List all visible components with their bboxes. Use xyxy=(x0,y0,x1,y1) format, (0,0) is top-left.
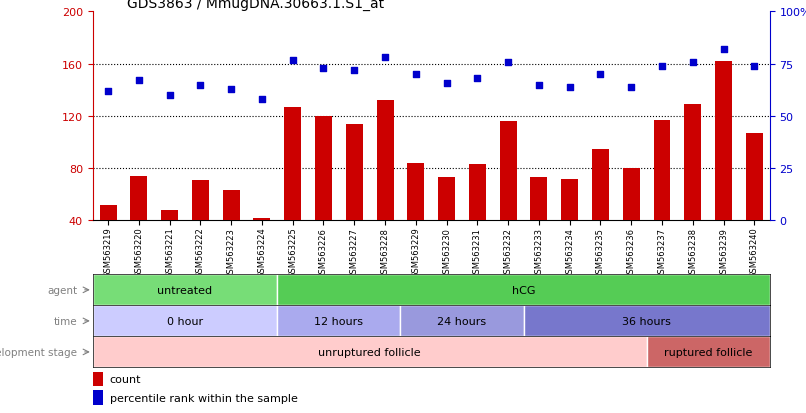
Point xyxy=(717,47,730,53)
Text: GDS3863 / MmugDNA.30663.1.S1_at: GDS3863 / MmugDNA.30663.1.S1_at xyxy=(127,0,384,12)
Bar xyxy=(192,180,209,273)
Bar xyxy=(407,164,424,273)
Bar xyxy=(684,105,701,273)
Point xyxy=(225,86,238,93)
Text: unruptured follicle: unruptured follicle xyxy=(318,347,421,357)
Bar xyxy=(93,275,277,306)
Point xyxy=(286,57,299,64)
Text: count: count xyxy=(110,374,141,384)
Bar xyxy=(285,107,301,273)
Point xyxy=(194,82,207,89)
Text: agent: agent xyxy=(48,285,77,295)
Point xyxy=(256,97,268,103)
Bar xyxy=(222,191,239,273)
Bar xyxy=(93,306,277,337)
Text: 0 hour: 0 hour xyxy=(167,316,203,326)
Point xyxy=(748,63,761,70)
Text: percentile rank within the sample: percentile rank within the sample xyxy=(110,393,297,403)
Bar xyxy=(561,179,578,273)
Point xyxy=(317,65,330,72)
Bar xyxy=(93,337,646,368)
Bar xyxy=(346,124,363,273)
Text: time: time xyxy=(54,316,77,326)
Bar xyxy=(315,116,332,273)
Bar xyxy=(100,205,117,273)
Text: 24 hours: 24 hours xyxy=(438,316,487,326)
Bar xyxy=(524,306,770,337)
Point xyxy=(594,72,607,78)
Bar xyxy=(93,372,103,386)
Point xyxy=(102,88,114,95)
Bar xyxy=(277,306,401,337)
Point xyxy=(163,93,176,99)
Bar xyxy=(654,121,671,273)
Point xyxy=(687,59,700,66)
Bar xyxy=(277,275,770,306)
Point xyxy=(348,67,361,74)
Bar xyxy=(646,337,770,368)
Bar xyxy=(376,101,393,273)
Point xyxy=(440,80,453,87)
Bar xyxy=(715,62,732,273)
Point xyxy=(409,72,422,78)
Bar xyxy=(592,149,609,273)
Point xyxy=(132,78,145,85)
Point xyxy=(471,76,484,83)
Bar xyxy=(161,211,178,273)
Bar xyxy=(401,306,524,337)
Bar xyxy=(438,178,455,273)
Text: hCG: hCG xyxy=(512,285,535,295)
Bar xyxy=(131,177,147,273)
Bar xyxy=(500,122,517,273)
Point xyxy=(625,84,638,91)
Bar xyxy=(623,169,640,273)
Bar xyxy=(530,178,547,273)
Text: untreated: untreated xyxy=(157,285,213,295)
Text: 12 hours: 12 hours xyxy=(314,316,364,326)
Point xyxy=(379,55,392,62)
Text: 36 hours: 36 hours xyxy=(622,316,671,326)
Point xyxy=(533,82,546,89)
Text: ruptured follicle: ruptured follicle xyxy=(664,347,752,357)
Bar xyxy=(93,390,103,405)
Point xyxy=(563,84,576,91)
Point xyxy=(655,63,668,70)
Bar xyxy=(746,134,762,273)
Bar xyxy=(253,218,270,273)
Text: development stage: development stage xyxy=(0,347,77,357)
Point xyxy=(501,59,514,66)
Bar xyxy=(469,165,486,273)
